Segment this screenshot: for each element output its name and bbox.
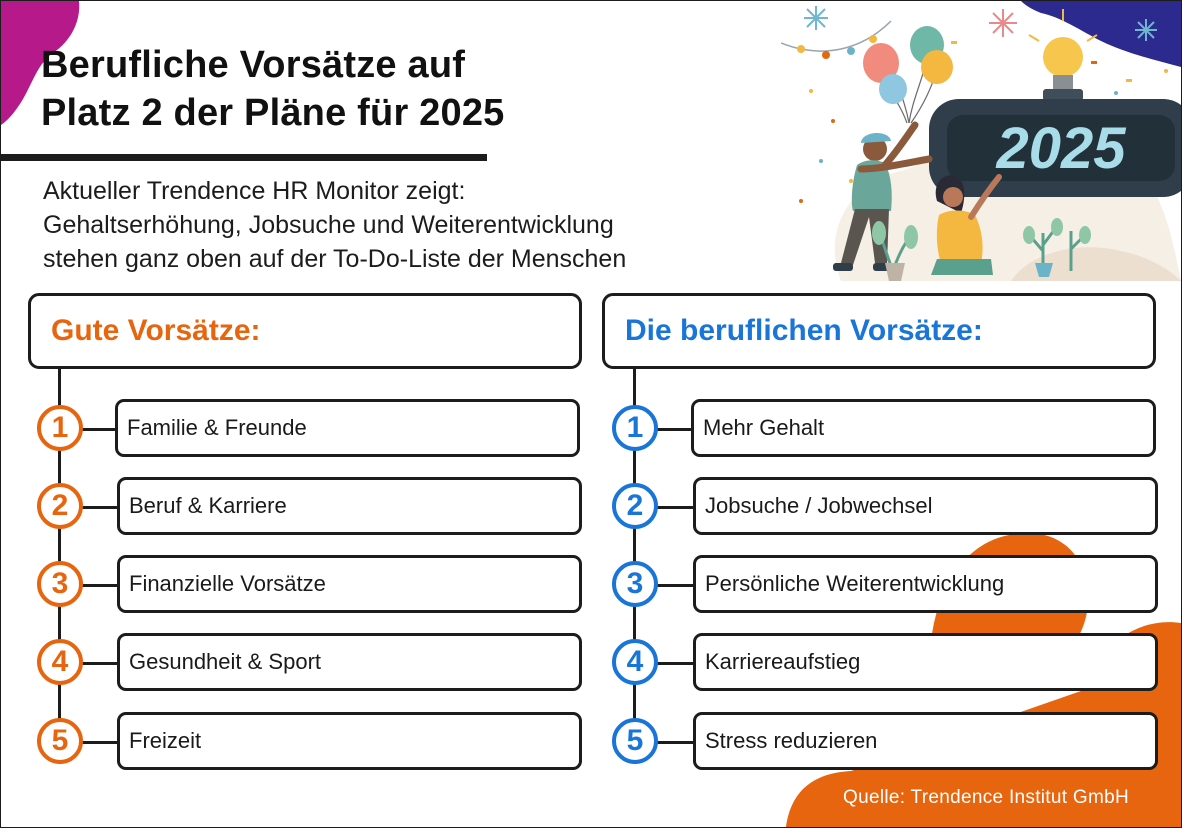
right-item-5: Stress reduzieren: [693, 712, 1158, 770]
connector-tick: [81, 662, 119, 665]
right-list-heading: Die beruflichen Vorsätze:: [602, 293, 1156, 369]
subtitle-line-1: Aktueller Trendence HR Monitor zeigt:: [43, 177, 466, 205]
connector-tick: [656, 428, 693, 431]
right-number-2: 2: [612, 483, 658, 529]
balloons-icon: [863, 26, 953, 124]
connector-tick: [81, 741, 119, 744]
subtitle-line-3: stehen ganz oben auf der To-Do-Liste der…: [43, 245, 627, 273]
subtitle: Aktueller Trendence HR Monitor zeigt: Ge…: [43, 174, 803, 276]
woman-figure: [931, 174, 1002, 275]
plant-icon: [872, 221, 918, 281]
connector-tick: [656, 506, 695, 509]
title-line-2: Platz 2 der Pläne für 2025: [41, 92, 505, 134]
connector-tick: [81, 506, 119, 509]
right-number-5: 5: [612, 718, 658, 764]
page-title: Berufliche Vorsätze auf Platz 2 der Plän…: [41, 41, 505, 137]
left-list-heading: Gute Vorsätze:: [28, 293, 582, 369]
left-number-5: 5: [37, 718, 83, 764]
magenta-corner-blob: [1, 1, 80, 125]
title-underline: [1, 154, 487, 161]
subtitle-line-2: Gehaltserhöhung, Jobsuche und Weiterentw…: [43, 211, 614, 239]
source-credit: Quelle: Trendence Institut GmbH: [843, 787, 1129, 808]
snowflake-icon: [804, 6, 828, 30]
left-item-3: Finanzielle Vorsätze: [117, 555, 582, 613]
snowflake-icon: [989, 9, 1017, 37]
left-connector-line: [58, 369, 61, 731]
left-item-1: Familie & Freunde: [115, 399, 580, 457]
right-number-3: 3: [612, 561, 658, 607]
navy-corner-blob: [1021, 1, 1181, 67]
right-item-1: Mehr Gehalt: [691, 399, 1156, 457]
title-line-1: Berufliche Vorsätze auf: [41, 44, 466, 86]
new-year-illustration: 2025: [781, 6, 1181, 281]
left-item-5: Freizeit: [117, 712, 582, 770]
right-number-1: 1: [612, 405, 658, 451]
lightbulb-icon: [1028, 9, 1098, 101]
left-number-2: 2: [37, 483, 83, 529]
orange-blob-bottom: [786, 622, 1181, 827]
left-number-4: 4: [37, 639, 83, 685]
digital-clock: 2025: [929, 99, 1181, 197]
right-item-3: Persönliche Weiterentwicklung: [693, 555, 1158, 613]
connector-tick: [656, 584, 695, 587]
connector-tick: [81, 428, 117, 431]
right-item-2: Jobsuche / Jobwechsel: [693, 477, 1158, 535]
connector-tick: [656, 741, 695, 744]
left-item-2: Beruf & Karriere: [117, 477, 582, 535]
right-number-4: 4: [612, 639, 658, 685]
right-item-4: Karriereaufstieg: [693, 633, 1158, 691]
connector-tick: [81, 584, 119, 587]
clock-display-text: 2025: [995, 116, 1126, 181]
left-number-3: 3: [37, 561, 83, 607]
right-connector-line: [633, 369, 636, 731]
snowflake-icon: [1135, 19, 1157, 41]
left-item-4: Gesundheit & Sport: [117, 633, 582, 691]
plant-icon: [1023, 218, 1091, 277]
connector-tick: [656, 662, 695, 665]
left-number-1: 1: [37, 405, 83, 451]
